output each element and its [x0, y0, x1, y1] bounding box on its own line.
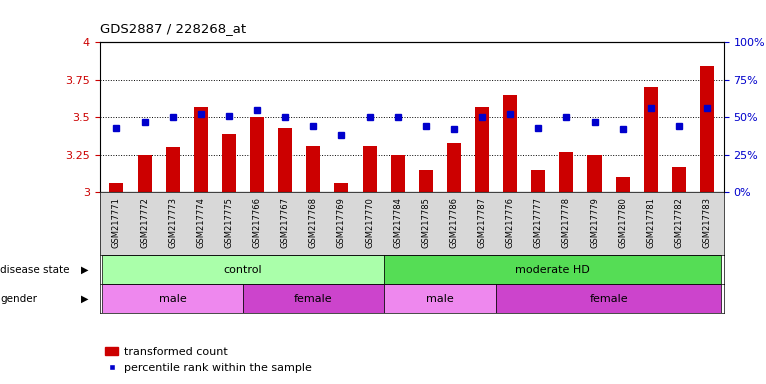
Bar: [130, 192, 159, 255]
Bar: [222, 134, 236, 192]
Text: female: female: [589, 293, 628, 304]
Bar: [327, 192, 355, 255]
Text: GSM217786: GSM217786: [450, 197, 458, 248]
Text: control: control: [224, 265, 262, 275]
Bar: [355, 192, 384, 255]
Text: GSM217769: GSM217769: [337, 197, 346, 248]
Text: GSM217782: GSM217782: [674, 197, 683, 248]
Bar: [608, 192, 637, 255]
Text: GSM217780: GSM217780: [618, 197, 627, 248]
Bar: [552, 192, 581, 255]
Bar: [384, 284, 496, 313]
Text: moderate HD: moderate HD: [515, 265, 590, 275]
Bar: [503, 95, 517, 192]
Bar: [306, 146, 320, 192]
Text: GSM217776: GSM217776: [506, 197, 515, 248]
Bar: [271, 192, 300, 255]
Text: GSM217770: GSM217770: [365, 197, 374, 248]
Bar: [616, 177, 630, 192]
Text: GSM217772: GSM217772: [140, 197, 149, 248]
Text: GSM217781: GSM217781: [647, 197, 655, 248]
Bar: [138, 155, 152, 192]
Bar: [665, 192, 693, 255]
Bar: [243, 192, 271, 255]
Bar: [278, 127, 292, 192]
Text: disease state: disease state: [0, 265, 70, 275]
Bar: [187, 192, 215, 255]
Bar: [532, 170, 545, 192]
Bar: [496, 284, 721, 313]
Text: GSM217766: GSM217766: [253, 197, 261, 248]
Text: GSM217777: GSM217777: [534, 197, 543, 248]
Bar: [475, 107, 489, 192]
Bar: [524, 192, 552, 255]
Bar: [300, 192, 327, 255]
Text: GDS2887 / 228268_at: GDS2887 / 228268_at: [100, 22, 246, 35]
Legend: transformed count, percentile rank within the sample: transformed count, percentile rank withi…: [105, 347, 312, 373]
Text: male: male: [426, 293, 453, 304]
Text: GSM217785: GSM217785: [421, 197, 430, 248]
Bar: [215, 192, 243, 255]
Bar: [362, 146, 377, 192]
Bar: [159, 192, 187, 255]
Bar: [468, 192, 496, 255]
Text: GSM217784: GSM217784: [393, 197, 402, 248]
Bar: [250, 117, 264, 192]
Bar: [440, 192, 468, 255]
Bar: [110, 183, 123, 192]
Bar: [103, 284, 243, 313]
Bar: [637, 192, 665, 255]
Text: GSM217778: GSM217778: [562, 197, 571, 248]
Text: GSM217783: GSM217783: [702, 197, 712, 248]
Text: gender: gender: [0, 293, 37, 304]
Text: male: male: [159, 293, 187, 304]
Bar: [581, 192, 608, 255]
Bar: [419, 170, 433, 192]
Bar: [447, 142, 461, 192]
Bar: [384, 255, 721, 284]
Bar: [103, 192, 130, 255]
Bar: [103, 255, 384, 284]
Text: GSM217768: GSM217768: [309, 197, 318, 248]
Bar: [643, 87, 658, 192]
Bar: [243, 284, 384, 313]
Bar: [384, 192, 411, 255]
Bar: [672, 167, 686, 192]
Text: GSM217787: GSM217787: [477, 197, 486, 248]
Text: GSM217775: GSM217775: [224, 197, 234, 248]
Bar: [411, 192, 440, 255]
Bar: [693, 192, 721, 255]
Text: GSM217773: GSM217773: [169, 197, 177, 248]
Bar: [588, 155, 601, 192]
Bar: [559, 152, 574, 192]
Text: ▶: ▶: [80, 265, 88, 275]
Bar: [391, 155, 404, 192]
Text: GSM217779: GSM217779: [590, 197, 599, 248]
Bar: [496, 192, 524, 255]
Text: GSM217771: GSM217771: [112, 197, 121, 248]
Text: GSM217767: GSM217767: [280, 197, 290, 248]
Bar: [194, 107, 208, 192]
Bar: [165, 147, 180, 192]
Text: female: female: [294, 293, 332, 304]
Text: ▶: ▶: [80, 293, 88, 304]
Text: GSM217774: GSM217774: [196, 197, 205, 248]
Bar: [700, 66, 714, 192]
Bar: [335, 183, 349, 192]
